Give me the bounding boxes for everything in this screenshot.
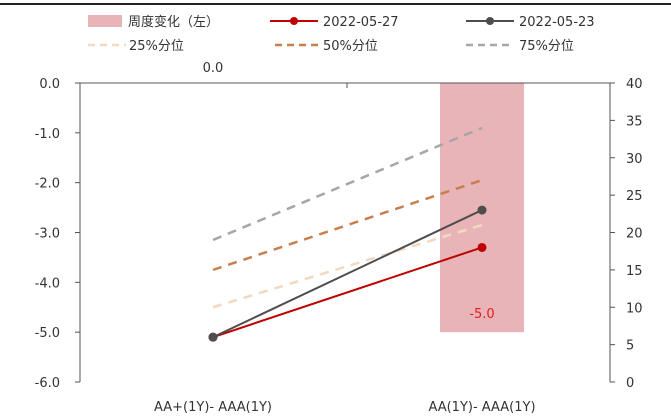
right-tick-label: 15: [626, 264, 643, 279]
bar-label-1: 0.0: [203, 61, 224, 76]
right-tick-label: 20: [626, 227, 643, 242]
series-line-1: [212, 246, 483, 339]
legend-label-series-5: 75%分位: [519, 39, 574, 54]
series-2-point-1: [208, 332, 218, 342]
line-layer: [208, 126, 487, 342]
right-tick-labels: 40 35 30 25 20 15 10 5 0: [610, 77, 643, 391]
bar-data-labels: 0.0 -5.0: [203, 61, 495, 322]
category-label-1: AA+(1Y)- AAA(1Y): [154, 400, 272, 415]
bar-label-2: -5.0: [469, 307, 494, 322]
legend-swatch-bar: [88, 15, 122, 27]
left-tick-label: -1.0: [35, 127, 60, 142]
legend-label-series-3: 25%分位: [129, 39, 184, 54]
right-tick-label: 0: [626, 376, 634, 391]
legend: 周度变化（左） 2022-05-27 2022-05-23 25%分位 50%分…: [88, 14, 595, 54]
category-labels: AA+(1Y)- AAA(1Y) AA(1Y)- AAA(1Y): [154, 400, 536, 415]
series-2-point-2: [477, 205, 487, 215]
legend-label-series-2: 2022-05-23: [519, 15, 595, 30]
series-1-point-2: [477, 242, 487, 252]
left-tick-label: -3.0: [35, 227, 60, 242]
axes-layer: [79, 82, 611, 382]
right-tick-label: 10: [626, 301, 643, 316]
left-tick-label: -2.0: [35, 177, 60, 192]
series-line-5: [212, 126, 483, 242]
legend-label-series-1: 2022-05-27: [323, 15, 399, 30]
left-tick-label: -4.0: [35, 276, 60, 291]
left-tick-labels: 0.0 -1.0 -2.0 -3.0 -4.0 -5.0 -6.0: [35, 77, 80, 391]
legend-marker-series-1: [290, 17, 298, 25]
category-label-2: AA(1Y)- AAA(1Y): [428, 400, 535, 415]
legend-marker-series-2: [486, 17, 494, 25]
series-line-2: [212, 209, 483, 339]
left-tick-label: -5.0: [35, 326, 60, 341]
legend-label-bar: 周度变化（左）: [128, 14, 219, 30]
right-tick-label: 25: [626, 189, 643, 204]
right-tick-label: 30: [626, 152, 643, 167]
left-tick-label: 0.0: [39, 77, 60, 92]
right-tick-label: 5: [626, 339, 634, 354]
legend-label-series-4: 50%分位: [323, 39, 378, 54]
right-tick-label: 40: [626, 77, 643, 92]
left-tick-label: -6.0: [35, 376, 60, 391]
right-tick-label: 35: [626, 114, 643, 129]
